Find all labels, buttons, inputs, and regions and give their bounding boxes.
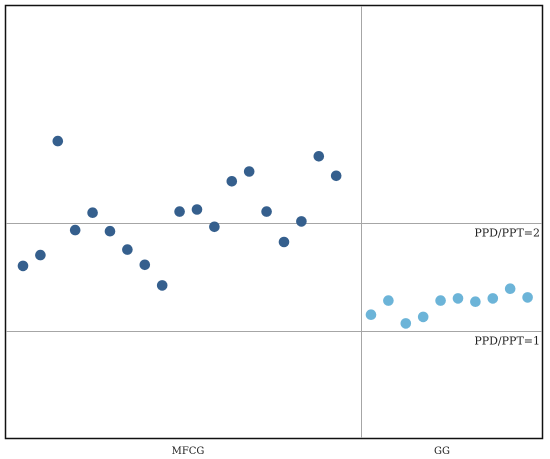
data-point-gg-3 bbox=[400, 318, 412, 329]
data-point-mfcg-15 bbox=[261, 206, 272, 217]
data-point-gg-5 bbox=[435, 295, 446, 306]
data-point-gg-6 bbox=[452, 293, 464, 304]
data-point-mfcg-16 bbox=[278, 236, 290, 248]
data-point-mfcg-11 bbox=[191, 204, 203, 215]
data-points bbox=[17, 135, 533, 329]
plot-frame bbox=[4, 4, 544, 440]
data-point-gg-2 bbox=[383, 295, 394, 306]
reference-label-1: PPD/PPT=1 bbox=[474, 335, 540, 348]
data-point-mfcg-7 bbox=[122, 244, 133, 255]
data-point-mfcg-10 bbox=[174, 206, 185, 217]
data-point-gg-8 bbox=[487, 293, 499, 304]
data-point-gg-7 bbox=[470, 296, 481, 308]
group-label-mfcg: MFCG bbox=[172, 446, 205, 457]
data-point-gg-10 bbox=[522, 292, 533, 303]
data-point-gg-1 bbox=[365, 309, 377, 321]
data-point-mfcg-14 bbox=[243, 166, 255, 177]
reference-label-2: PPD/PPT=2 bbox=[474, 227, 540, 240]
data-point-gg-9 bbox=[504, 283, 516, 295]
group-labels: MFCG GG bbox=[172, 446, 450, 457]
data-point-mfcg-5 bbox=[87, 207, 98, 218]
data-point-gg-4 bbox=[417, 311, 429, 323]
data-point-mfcg-6 bbox=[104, 225, 116, 237]
data-point-mfcg-12 bbox=[209, 221, 220, 233]
data-point-mfcg-8 bbox=[139, 259, 151, 271]
data-point-mfcg-3 bbox=[52, 135, 64, 147]
data-point-mfcg-9 bbox=[156, 280, 168, 291]
data-point-mfcg-4 bbox=[69, 224, 81, 236]
reference-lines: PPD/PPT=2 PPD/PPT=1 bbox=[6, 223, 542, 348]
data-point-mfcg-1 bbox=[17, 260, 29, 272]
data-point-mfcg-19 bbox=[330, 170, 342, 182]
group-label-gg: GG bbox=[434, 446, 450, 457]
data-point-mfcg-13 bbox=[226, 176, 238, 187]
data-point-mfcg-17 bbox=[296, 216, 307, 227]
data-point-mfcg-18 bbox=[313, 151, 325, 162]
data-point-mfcg-2 bbox=[35, 249, 46, 261]
